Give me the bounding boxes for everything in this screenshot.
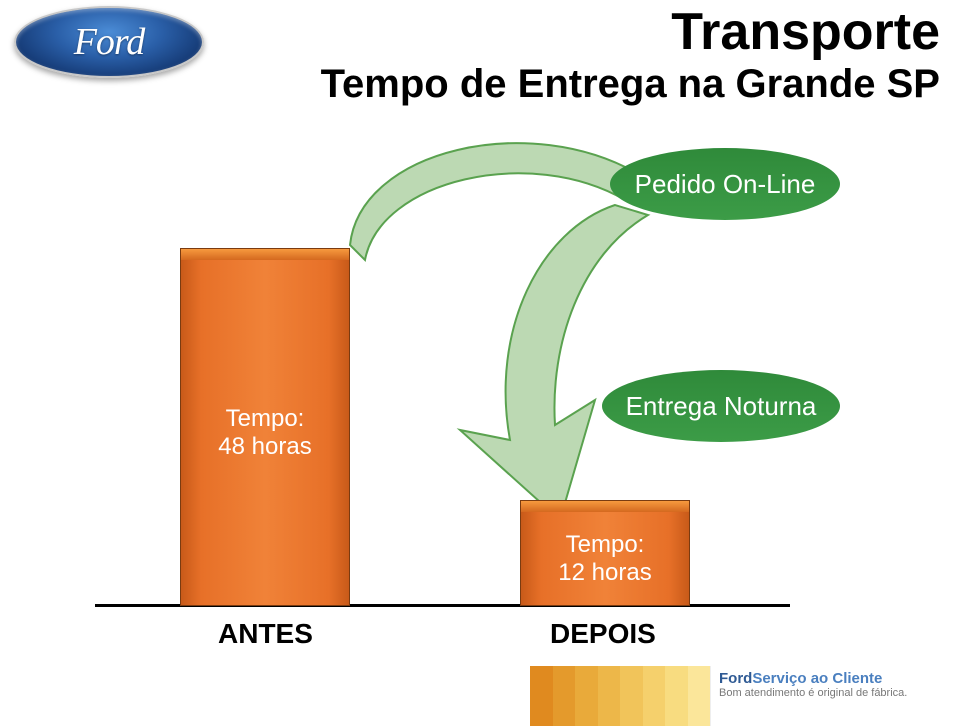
bar-after-line2: 12 horas	[558, 559, 651, 587]
ellipse-entrega: Entrega Noturna	[602, 370, 840, 442]
bar-before: Tempo: 48 horas	[180, 248, 350, 606]
bar-after-cap	[520, 500, 690, 512]
bar-after: Tempo: 12 horas	[520, 500, 690, 606]
ellipse-pedido-label: Pedido On-Line	[635, 169, 816, 200]
bar-before-cap	[180, 248, 350, 260]
bar-before-body: Tempo: 48 horas	[180, 260, 350, 606]
bar-before-line1: Tempo:	[226, 405, 305, 433]
bar-before-line2: 48 horas	[218, 433, 311, 461]
bar-after-line1: Tempo:	[566, 531, 645, 559]
bar-after-body: Tempo: 12 horas	[520, 512, 690, 606]
ellipse-entrega-label: Entrega Noturna	[626, 391, 817, 422]
flow-arrows	[0, 0, 960, 726]
arrow-lower	[460, 205, 648, 520]
ellipse-pedido: Pedido On-Line	[610, 148, 840, 220]
